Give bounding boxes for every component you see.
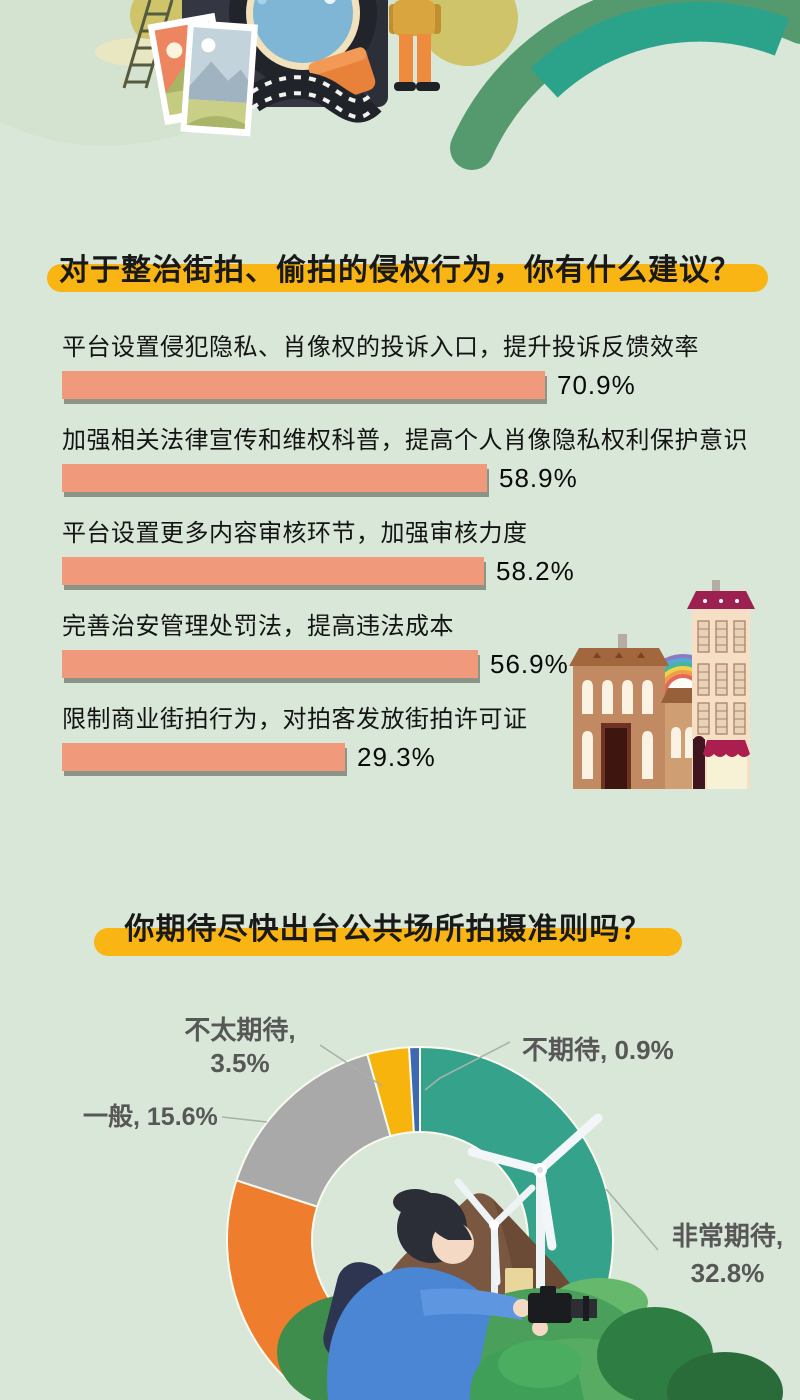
pie-label-feichangqidai: 非常期待, 32.8% <box>671 1221 784 1288</box>
bar-row: 完善治安管理处罚法，提高违法成本 56.9% <box>62 613 782 679</box>
leader-line-butai <box>319 1044 383 1087</box>
camera-illustration <box>0 0 800 170</box>
bush-dark <box>667 1352 783 1400</box>
pie-slice <box>408 1045 421 1134</box>
bar-value: 29.3% <box>357 741 436 772</box>
bar-label: 平台设置更多内容审核环节，加强审核力度 <box>62 520 528 547</box>
bar <box>62 464 487 492</box>
title-highlight <box>47 264 768 292</box>
buildings-illustration <box>569 580 755 789</box>
donut-chart <box>221 1041 783 1400</box>
page-title: 你期待尽快出台公共场所拍摄准则吗？ <box>124 913 652 946</box>
bar-label: 限制商业街拍行为，对拍客发放街拍许可证 <box>62 706 528 733</box>
bar-label: 加强相关法律宣传和维权科普，提高个人肖像隐私权利保护意识 <box>62 427 748 454</box>
bar <box>62 743 345 771</box>
bar <box>62 650 478 678</box>
swoosh-inner <box>530 1 790 98</box>
bar-value: 58.9% <box>499 462 578 493</box>
building-left <box>569 634 669 789</box>
pie-label-butaiqidai: 不太期待, 3.5% <box>184 1015 296 1078</box>
shutter-windows <box>697 620 746 735</box>
bar-label: 完善治安管理处罚法，提高违法成本 <box>62 613 454 640</box>
bar <box>62 371 545 399</box>
film-strip-icon <box>244 71 382 123</box>
bar-value: 56.9% <box>490 648 569 679</box>
leader-line-yiban <box>221 1116 268 1123</box>
camera-telephoto-icon <box>528 1286 597 1323</box>
leader-line-bu <box>424 1041 511 1091</box>
bar-value: 58.2% <box>496 555 575 586</box>
pie-label-buqidai: 不期待, 0.9% <box>522 1035 674 1065</box>
pie-label-yiban: 一般, 15.6% <box>83 1103 218 1131</box>
bush-right <box>418 0 518 66</box>
bar-label: 平台设置侵犯隐私、肖像权的投诉入口，提升投诉反馈效率 <box>62 334 699 361</box>
bar-value: 70.9% <box>557 369 636 400</box>
leader-line-feichang <box>605 1188 659 1251</box>
swoosh-outer <box>450 0 800 170</box>
wind-turbine-small <box>454 1178 536 1347</box>
photographer-illustration <box>277 1113 783 1400</box>
bar-row: 平台设置侵犯隐私、肖像权的投诉入口，提升投诉反馈效率 70.9% <box>62 334 782 400</box>
bar <box>62 557 484 585</box>
leader-lines <box>221 1041 659 1251</box>
title-highlight <box>94 928 682 956</box>
wind-turbine-large <box>467 1113 603 1328</box>
person-icon <box>389 0 441 91</box>
photographer <box>323 1189 597 1400</box>
photo-prints-icon <box>147 12 258 137</box>
section-guideline-title: 你期待尽快出台公共场所拍摄准则吗？ <box>0 904 800 970</box>
bar-row: 限制商业街拍行为，对拍客发放街拍许可证 29.3% <box>62 706 782 772</box>
bar-row: 平台设置更多内容审核环节，加强审核力度 58.2% <box>62 520 782 586</box>
building-right <box>687 580 755 789</box>
bar-row: 加强相关法律宣传和维权科普，提高个人肖像隐私权利保护意识 58.9% <box>62 427 782 493</box>
bar-chart: 平台设置侵犯隐私、肖像权的投诉入口，提升投诉反馈效率 70.9% 加强相关法律宣… <box>62 334 782 799</box>
section-suggestions-title: 对于整治街拍、偷拍的侵权行为，你有什么建议？ <box>0 245 800 311</box>
page-title: 对于整治街拍、偷拍的侵权行为，你有什么建议？ <box>59 254 741 287</box>
